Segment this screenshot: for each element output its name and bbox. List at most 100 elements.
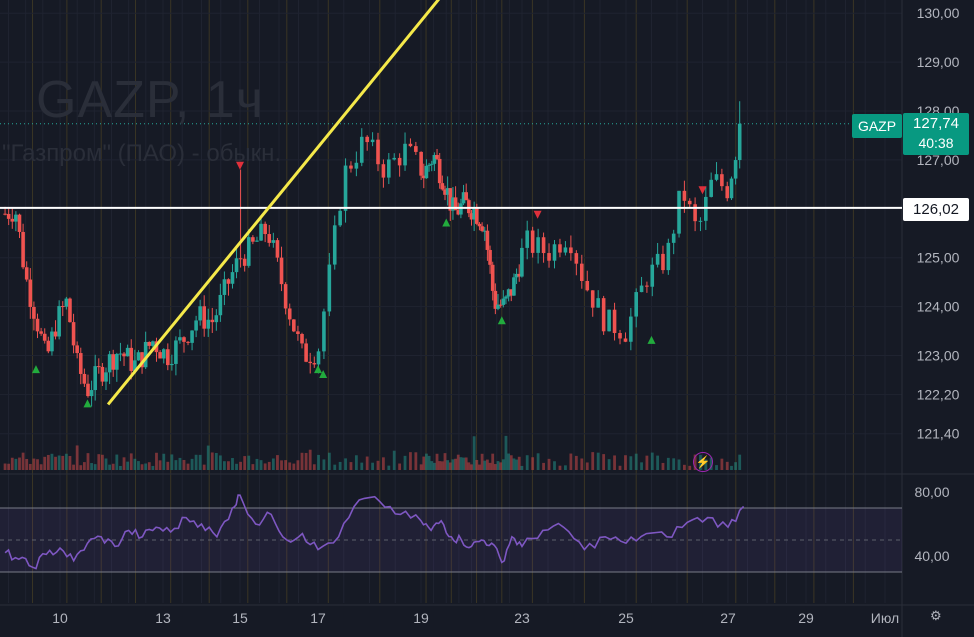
candle-body: [125, 347, 130, 357]
candle-body: [170, 363, 174, 366]
volume-bar: [661, 462, 665, 470]
candle-body: [585, 280, 590, 291]
volume-bar: [730, 465, 733, 470]
volume-bar: [292, 463, 296, 470]
candle-body: [639, 285, 644, 293]
candle-body: [536, 237, 540, 253]
volume-bar: [247, 455, 251, 470]
volume-bar: [28, 463, 32, 470]
volume-bar: [558, 465, 562, 470]
volume-bar: [574, 455, 578, 470]
volume-bar: [174, 460, 178, 470]
price-tick-label: 129,00: [917, 54, 960, 70]
candle-body: [100, 366, 105, 382]
volume-bar: [591, 452, 595, 470]
candle-body: [68, 298, 72, 323]
candle-body: [60, 306, 65, 308]
volume-bar: [218, 455, 222, 470]
volume-bar: [438, 461, 442, 470]
candle-body: [136, 352, 141, 361]
bar-countdown: 40:38: [918, 135, 954, 151]
candle-body: [437, 158, 442, 184]
candle-body: [520, 247, 524, 277]
candle-body: [541, 237, 546, 254]
candle-body: [601, 298, 606, 332]
candle-body: [629, 316, 633, 342]
price-tick-label: 121,40: [917, 426, 960, 442]
volume-bar: [108, 464, 112, 470]
candle-body: [174, 340, 178, 364]
volume-bar: [607, 459, 611, 470]
volume-bar: [432, 462, 436, 470]
volume-bar: [147, 462, 151, 470]
sell-marker: [236, 161, 244, 170]
candle-body: [387, 159, 391, 178]
candle-body: [607, 309, 611, 332]
candle-body: [469, 213, 474, 220]
candle-body: [300, 334, 304, 344]
candle-body: [501, 298, 506, 305]
candle-body: [32, 306, 36, 319]
candle-body: [296, 331, 300, 335]
volume-bar: [425, 453, 428, 470]
volume-bar: [392, 450, 396, 470]
lightning-icon[interactable]: ⚡: [693, 452, 713, 472]
candle-body: [238, 258, 243, 260]
volume-bar: [126, 461, 130, 470]
candle-body: [443, 189, 447, 195]
buy-marker: [314, 365, 322, 374]
candle-body: [496, 304, 500, 309]
volume-bar: [640, 462, 643, 470]
volume-bar: [634, 453, 638, 470]
candle-body: [421, 175, 426, 179]
level-badge: 126,02: [903, 198, 969, 221]
candle-body: [271, 240, 276, 243]
volume-bar: [496, 461, 500, 470]
volume-bar: [520, 465, 524, 470]
volume-bar: [133, 458, 137, 470]
last-price: 127,74: [913, 115, 959, 132]
volume-bar: [327, 452, 331, 470]
volume-bar: [25, 458, 29, 470]
price-tick-label: 122,20: [917, 387, 960, 403]
gear-icon[interactable]: ⚙: [930, 608, 942, 623]
candle-body: [35, 318, 40, 332]
volume-bar: [182, 459, 186, 470]
candle-body: [704, 196, 708, 221]
volume-bar: [464, 457, 468, 470]
candle-body: [448, 188, 453, 211]
volume-bar: [304, 452, 308, 470]
candle-body: [115, 353, 119, 370]
candle-body: [376, 139, 380, 165]
volume-bar: [97, 454, 101, 470]
price-tick-label: 125,00: [917, 250, 960, 266]
candle-body: [623, 338, 628, 342]
time-tick-label: 19: [413, 610, 429, 626]
buy-marker: [83, 399, 92, 408]
price-tick-label: 130,00: [917, 5, 960, 21]
candle-body: [381, 164, 386, 178]
volume-bar: [645, 455, 649, 470]
volume-bar: [194, 454, 198, 470]
candle-body: [424, 165, 429, 179]
candle-body: [729, 178, 734, 199]
volume-bar: [398, 463, 402, 470]
candle-body: [558, 244, 562, 253]
candle-body: [655, 253, 660, 265]
volume-bar: [512, 458, 516, 470]
candle-body: [714, 174, 719, 180]
candle-body: [111, 354, 116, 370]
candle-body: [93, 366, 97, 391]
candle-body: [28, 279, 33, 307]
volume-bar: [296, 460, 300, 470]
candle-body: [21, 231, 25, 268]
candle-body: [435, 154, 439, 159]
volume-bar: [54, 456, 57, 470]
volume-bar: [525, 455, 529, 470]
symbol-badge: GAZP: [852, 114, 902, 138]
candle-body: [397, 157, 402, 166]
volume-bar: [488, 462, 492, 470]
candle-body: [332, 225, 337, 265]
candle-body: [42, 333, 47, 341]
